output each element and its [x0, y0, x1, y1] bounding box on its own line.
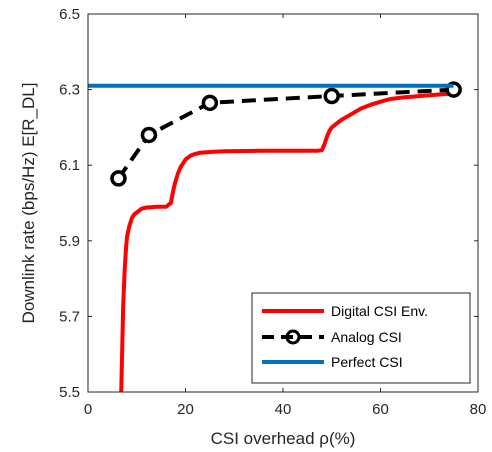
legend-label-perfect: Perfect CSI: [331, 354, 403, 370]
y-axis-label: Downlink rate (bps/Hz) E[R_DL]: [19, 83, 38, 324]
y-tick-label: 5.5: [59, 384, 80, 401]
series-line-digital-csi-env: [119, 91, 454, 392]
x-tick-label: 40: [275, 401, 292, 418]
legend-marker-analog: [285, 329, 301, 345]
y-tick-label: 5.9: [59, 233, 80, 250]
y-tick-label: 6.5: [59, 6, 80, 23]
legend: Digital CSI Env. Analog CSI Perfect CSI: [251, 292, 471, 384]
y-tick-label: 6.3: [59, 82, 80, 99]
series-layer: [88, 81, 462, 392]
x-tick-label: 80: [470, 401, 487, 418]
y-tick-label: 5.7: [59, 308, 80, 325]
data-point-analog-csi: [140, 126, 158, 144]
x-tick-label: 20: [177, 401, 194, 418]
legend-label-digital: Digital CSI Env.: [331, 303, 428, 319]
data-point-analog-csi: [201, 94, 219, 112]
y-tick-label: 6.1: [59, 157, 80, 174]
data-point-analog-csi: [110, 170, 127, 187]
data-point-analog-csi: [323, 87, 340, 105]
x-axis-label: CSI overhead ρ(%): [211, 429, 356, 448]
legend-label-analog: Analog CSI: [331, 329, 402, 345]
x-tick-label: 0: [84, 401, 92, 418]
x-tick-label: 60: [372, 401, 389, 418]
ticks-layer: 0 20 40 60 80 5.5 5.7 5.9 6.1 6.3 6.5: [59, 6, 486, 418]
